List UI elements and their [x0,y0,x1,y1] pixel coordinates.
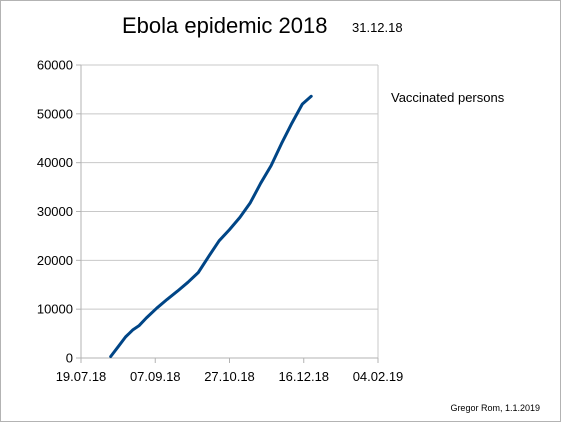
y-tick-label: 0 [66,351,73,366]
legend-entry: Vaccinated persons [391,90,505,105]
y-tick-label: 40000 [37,155,73,170]
x-tick-label: 19.07.18 [56,369,107,384]
y-tick-label: 50000 [37,106,73,121]
x-tick-label: 07.09.18 [130,369,181,384]
axis-layer [76,64,379,363]
y-tick-label: 20000 [37,253,73,268]
x-tick-label: 04.02.19 [353,369,404,384]
chart-title: Ebola epidemic 2018 [122,13,327,38]
tick-layer: 0 10000 20000 30000 40000 50000 60000 19.07.18 0… [37,58,403,385]
y-tick-label: 10000 [37,302,73,317]
y-tick-label: 60000 [37,58,73,73]
chart-subtitle: 31.12.18 [352,20,403,35]
series-layer [109,94,313,358]
x-tick-label: 27.10.18 [204,369,255,384]
y-tick-label: 30000 [37,204,73,219]
credit-text: Gregor Rom, 1.1.2019 [450,403,540,413]
series-line [109,94,313,358]
grid-layer [81,64,379,358]
x-tick-label: 16.12.18 [278,369,329,384]
